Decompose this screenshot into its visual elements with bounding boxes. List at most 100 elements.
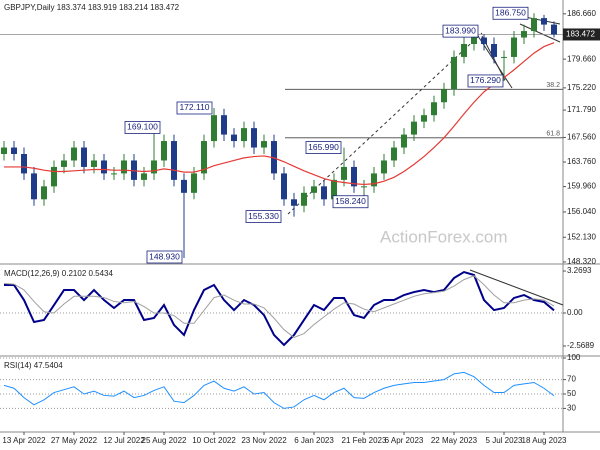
y-tick-label: 100 [567,353,581,362]
candle-body [421,115,427,122]
candle-body [551,24,557,35]
candle-body [511,37,517,57]
candle-body [411,121,417,135]
candle-body [311,186,317,193]
candle-body [291,199,297,206]
price-annotation: 155.330 [248,211,279,221]
candle-body [1,147,7,154]
candle-body [161,141,167,161]
price-annotation-box [332,195,369,209]
candle-body [11,147,17,154]
candle-body [221,115,227,135]
current-price-label: 183.472 [566,30,595,39]
y-tick-label: 186.660 [567,9,596,18]
candle-body [401,134,407,148]
candle-body [481,37,487,44]
y-tick-label: 156.040 [567,207,596,216]
candle-body [51,166,57,187]
fib-label: 61.8 [546,131,560,138]
price-annotation: 183.990 [445,25,476,35]
candle-body [461,44,467,57]
x-tick-label: 21 Feb 2023 [342,436,387,445]
price-annotation-box [245,210,282,223]
candle-body [181,179,187,193]
price-annotation-box [442,24,479,38]
x-tick-label: 13 Apr 2022 [2,436,46,445]
candle-body [261,141,267,148]
candle-body [91,160,97,167]
y-tick-label: 50 [567,389,576,398]
candle-body [101,160,107,174]
x-tick-label: 10 Oct 2022 [192,436,236,445]
candle-body [281,173,287,200]
price-annotation-box [305,141,342,154]
y-tick-label: -2.5689 [567,341,595,350]
candle-body [151,160,157,174]
price-annotation: 186.750 [495,8,526,18]
candle-body [191,173,197,193]
candle-body [361,186,367,188]
price-annotation: 176.290 [470,75,501,85]
trend-line [469,269,564,306]
x-tick-label: 22 May 2023 [431,436,478,445]
candle-body [431,102,437,116]
candle-body [341,166,347,180]
candle-body [471,37,477,44]
x-tick-label: 12 Jul 2022 [103,436,145,445]
x-tick-label: 5 Jul 2023 [486,436,523,445]
x-tick-label: 23 Nov 2022 [241,436,287,445]
candle-body [251,128,257,148]
candle-body [141,173,147,180]
candle-body [541,18,547,25]
candle-body [531,18,537,32]
candle-body [351,166,357,187]
fib-label: 38.2 [546,82,560,89]
candle-body [521,31,527,38]
price-annotation-box [146,250,183,264]
candle-body [41,186,47,200]
y-tick-label: 179.660 [567,54,596,63]
candle-body [331,179,337,200]
indicator-line [4,270,555,347]
x-tick-label: 25 Aug 2022 [142,436,187,445]
y-tick-label: 3.2693 [567,266,592,275]
y-tick-label: 171.790 [567,105,596,114]
current-price-box [563,28,600,41]
y-tick-label: 152.130 [567,232,596,241]
candle-body [451,56,457,90]
price-annotation: 158.240 [335,196,366,206]
panel-title: MACD(12,26,9) 0.2102 0.5434 [4,269,114,278]
candle-body [321,186,327,200]
panel-title: GBPJPY,Daily 183.374 183.919 183.214 183… [4,3,180,12]
y-tick-label: 163.760 [567,157,596,166]
candle-body [71,147,77,161]
candle-body [31,173,37,200]
y-tick-label: 70 [567,375,576,384]
x-tick-label: 18 Aug 2023 [522,436,567,445]
candle-body [491,44,497,57]
price-annotation: 169.100 [127,122,158,132]
candle-body [371,173,377,187]
candle-body [171,141,177,180]
panel-title: RSI(14) 47.5404 [4,361,63,370]
price-annotation: 148.930 [149,251,180,261]
indicator-line [3,371,555,409]
y-tick-label: 30 [567,404,576,413]
y-tick-label: 0.00 [567,308,583,317]
candle-body [381,160,387,174]
candle-body [271,141,277,174]
candle-body [131,160,137,180]
candle-body [441,89,447,103]
candle-body [301,192,307,206]
candle-body [241,128,247,142]
candle-body [61,160,67,167]
candle-body [391,147,397,161]
channel-line [519,23,561,43]
y-tick-label: 159.960 [567,182,596,191]
y-tick-label: 148.320 [567,257,596,266]
candle-body [231,134,237,142]
y-tick-label: 167.560 [567,133,596,142]
